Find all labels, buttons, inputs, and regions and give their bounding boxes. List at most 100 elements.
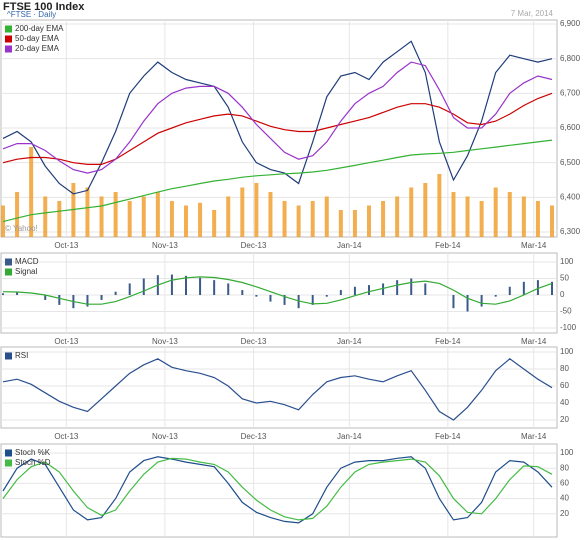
y-tick-label: 6,800 [560, 54, 581, 63]
volume-bar [198, 202, 203, 237]
y-tick-label: 60 [560, 479, 569, 488]
y-tick-label: 6,600 [560, 123, 581, 132]
volume-bar [381, 201, 386, 237]
volume-bar [465, 196, 470, 237]
volume-bar [367, 205, 371, 237]
volume-bar [282, 201, 287, 237]
volume-bar [268, 192, 273, 237]
y-tick-label: 6,300 [560, 227, 581, 236]
volume-bar [409, 187, 414, 237]
y-tick-label: 20 [560, 415, 569, 424]
x-tick-label: Dec-13 [241, 241, 267, 250]
x-tick-label: Dec-13 [241, 432, 267, 441]
y-tick-label: 100 [560, 448, 574, 457]
x-tick-label: Dec-13 [241, 337, 267, 346]
legend-label: Signal [15, 267, 37, 276]
volume-bar [15, 192, 20, 237]
x-tick-label: Feb-14 [435, 337, 461, 346]
volume-bar [550, 205, 554, 237]
series-line [2, 61, 553, 174]
x-tick-label: Nov-13 [152, 241, 178, 250]
panel-frame [0, 346, 558, 429]
chart-title: FTSE 100 Index [3, 1, 85, 13]
y-tick-label: 6,700 [560, 88, 581, 97]
legend-swatch [5, 25, 12, 33]
series-line [2, 276, 553, 305]
legend-swatch [5, 449, 12, 457]
y-tick-label: -50 [560, 307, 572, 316]
volume-bar [324, 196, 329, 237]
legend-label: 50-day EMA [15, 34, 60, 43]
volume-bar [29, 147, 34, 237]
price-line [2, 40, 553, 195]
x-tick-label: Mar-14 [521, 337, 547, 346]
source-label: © Yahoo! [5, 224, 38, 233]
x-tick-label: Jan-14 [337, 432, 362, 441]
volume-bar [254, 183, 259, 237]
volume-bar [141, 196, 146, 237]
volume-bar [296, 205, 301, 237]
volume-bar [437, 174, 442, 237]
series-line [2, 456, 553, 524]
series-line [2, 139, 553, 223]
volume-bar [451, 192, 456, 237]
legend-swatch [5, 258, 12, 266]
volume-bar [338, 210, 343, 237]
y-tick-label: 6,900 [560, 19, 581, 28]
volume-bar [493, 187, 498, 237]
y-tick-label: 80 [560, 364, 569, 373]
chart-subtitle: ^FTSE · Daily [7, 10, 56, 19]
x-tick-label: Jan-14 [337, 337, 362, 346]
volume-bar [535, 201, 540, 237]
y-tick-label: 6,400 [560, 192, 581, 201]
chart-date: 7 Mar, 2014 [511, 9, 554, 18]
volume-bar [85, 187, 90, 237]
legend-label: MACD [15, 257, 39, 266]
y-tick-label: 60 [560, 381, 569, 390]
y-tick-label: 100 [560, 347, 574, 356]
legend-swatch [5, 45, 12, 53]
y-tick-label: 100 [560, 257, 574, 266]
legend-label: Stoch %K [15, 448, 51, 457]
volume-bar [240, 187, 245, 237]
y-tick-label: 0 [560, 290, 565, 299]
volume-bar [127, 201, 132, 237]
volume-bar [212, 210, 217, 237]
volume-bar [57, 201, 62, 237]
y-tick-label: 6,500 [560, 158, 581, 167]
volume-bar [43, 196, 48, 237]
y-tick-label: 80 [560, 463, 569, 472]
x-tick-label: Oct-13 [54, 241, 79, 250]
panel-frame [0, 443, 558, 538]
y-tick-label: 40 [560, 494, 569, 503]
series-line [2, 457, 553, 521]
volume-bar [184, 205, 188, 237]
legend-label: RSI [15, 351, 28, 360]
legend-swatch [5, 268, 12, 276]
volume-bar [155, 192, 160, 237]
x-tick-label: Feb-14 [435, 432, 461, 441]
volume-bar [395, 196, 400, 237]
legend-swatch [5, 35, 12, 43]
volume-bar [521, 196, 526, 237]
volume-bar [310, 201, 315, 237]
legend-label: 200-day EMA [15, 24, 64, 33]
volume-bar [113, 192, 118, 237]
y-tick-label: 40 [560, 398, 569, 407]
volume-bar [352, 210, 357, 237]
volume-bar [226, 196, 231, 237]
x-tick-label: Oct-13 [54, 432, 79, 441]
legend-swatch [5, 459, 12, 467]
x-tick-label: Mar-14 [521, 432, 547, 441]
legend-label: 20-day EMA [15, 44, 60, 53]
x-tick-label: Mar-14 [521, 241, 547, 250]
x-tick-label: Feb-14 [435, 241, 461, 250]
volume-bar [479, 201, 484, 237]
x-tick-label: Nov-13 [152, 337, 178, 346]
volume-bar [507, 192, 512, 237]
panel-frame [0, 252, 558, 334]
x-tick-label: Nov-13 [152, 432, 178, 441]
series-line [2, 92, 553, 165]
y-tick-label: -100 [560, 323, 577, 332]
